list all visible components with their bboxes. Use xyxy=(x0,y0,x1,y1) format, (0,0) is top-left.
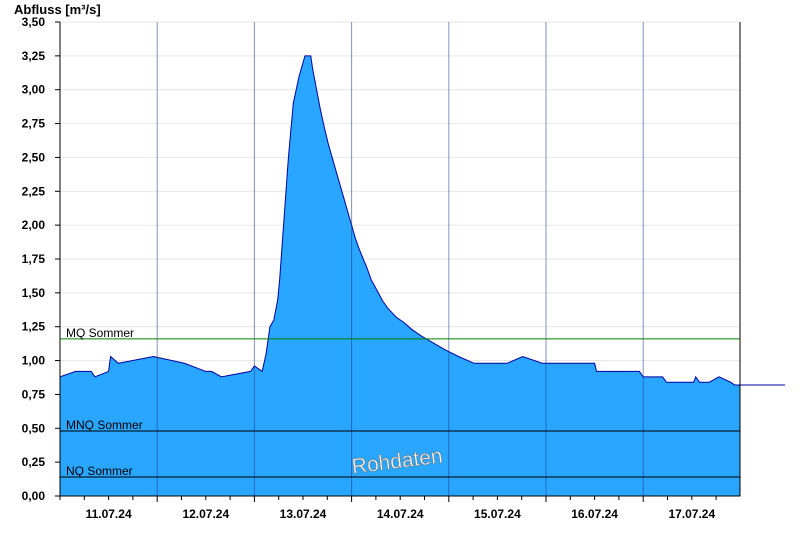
y-tick-labels: 0,00 0,25 0,50 0,75 1,00 1,25 1,50 1,75 2,00 2,25… xyxy=(22,15,60,503)
y-tick-label: 3,25 xyxy=(22,49,46,63)
y-tick-label: 3,50 xyxy=(22,15,46,29)
discharge-area xyxy=(59,55,786,497)
x-tick-labels: 11.07.24 12.07.24 13.07.24 14.07.24 15.07.24… xyxy=(59,496,717,521)
x-tick-label: 11.07.24 xyxy=(86,507,132,521)
y-tick-label: 0,75 xyxy=(22,387,46,401)
y-tick-label: 0,00 xyxy=(22,489,46,503)
x-tick-label: 12.07.24 xyxy=(182,507,229,521)
x-tick-label: 13.07.24 xyxy=(280,507,327,521)
x-tick-label: 15.07.24 xyxy=(474,507,521,521)
y-tick-label: 1,00 xyxy=(22,354,46,368)
y-tick-label: 2,75 xyxy=(22,117,46,131)
day-separators xyxy=(156,22,644,496)
reference-line-label: MNQ Sommer xyxy=(66,418,143,432)
y-tick-label: 1,50 xyxy=(22,286,46,300)
reference-line-label: NQ Sommer xyxy=(66,464,133,478)
reference-lines: MQ Sommer MNQ Sommer NQ Sommer xyxy=(60,326,740,478)
y-tick-label: 1,75 xyxy=(22,252,46,266)
x-tick-label: 17.07.24 xyxy=(668,507,715,521)
y-tick-label: 3,00 xyxy=(22,83,46,97)
y-tick-label: 1,25 xyxy=(22,320,46,334)
y-axis-label: Abfluss [m³/s] xyxy=(14,2,101,17)
y-tick-label: 2,50 xyxy=(22,150,46,164)
y-tick-label: 2,00 xyxy=(22,218,46,232)
y-tick-label: 2,25 xyxy=(22,184,46,198)
y-tick-label: 0,50 xyxy=(22,421,46,435)
y-tick-label: 0,25 xyxy=(22,455,46,469)
x-tick-label: 16.07.24 xyxy=(571,507,618,521)
x-tick-label: 14.07.24 xyxy=(377,507,424,521)
reference-line-label: MQ Sommer xyxy=(66,326,134,340)
